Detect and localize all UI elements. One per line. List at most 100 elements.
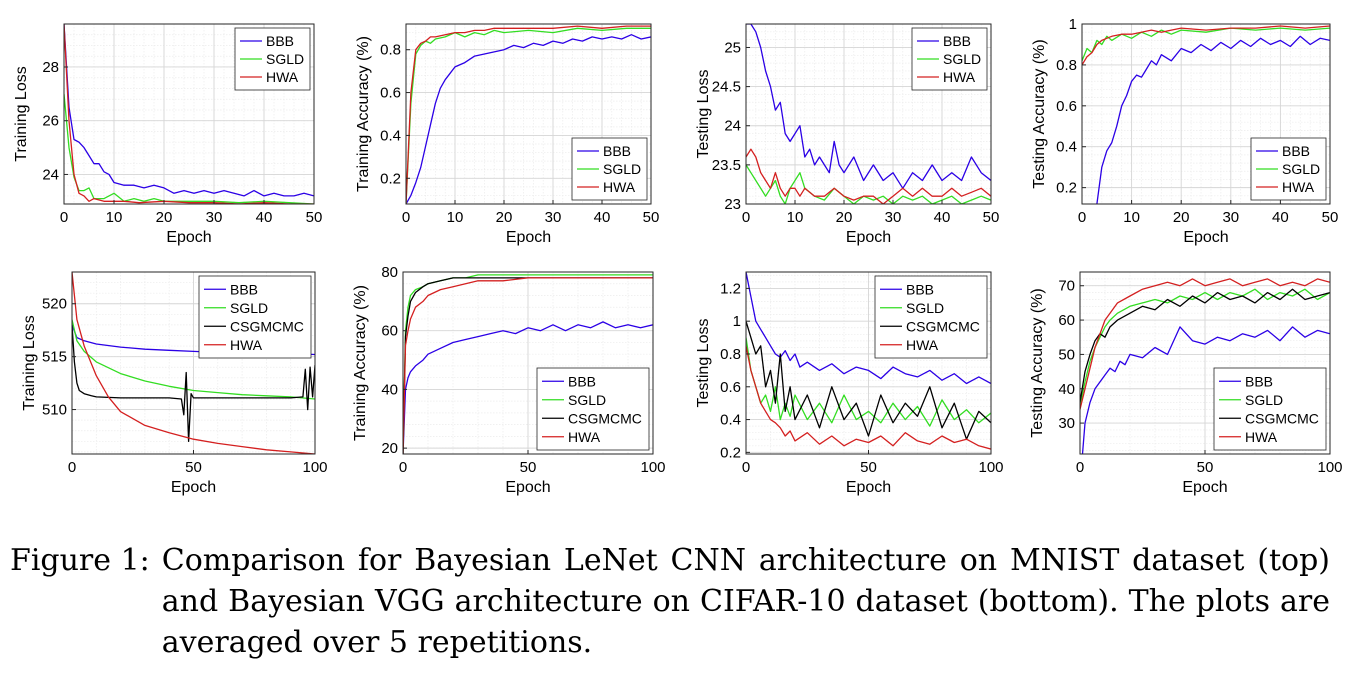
- y-tick-label: 28: [42, 59, 59, 76]
- x-tick-label: 50: [306, 209, 323, 226]
- series-line-bbb: [1096, 35, 1330, 204]
- y-tick-label: 23.5: [712, 157, 741, 174]
- series-line-sgld: [746, 337, 991, 427]
- series-line-bbb: [64, 24, 314, 197]
- chart-panel-3: 0 10 20 30 40 50 23 23.5 24 24.5 25 Epoch Testing Lo…: [695, 23, 1000, 246]
- x-axis-label: Epoch: [166, 229, 211, 246]
- y-tick-label: 60: [1058, 312, 1075, 329]
- chart-panel-5: 0 50 100 510 515 520 Epoch Training Loss BBB SGLD…: [21, 271, 328, 496]
- figure: 0 10 20 30 40 50 24 26 28 Epoch Training Loss BBB SG…: [13, 16, 1343, 496]
- x-tick-label: 0: [742, 209, 750, 226]
- x-tick-label: 40: [934, 209, 951, 226]
- y-tick-label: 26: [42, 113, 59, 130]
- y-tick-label: 80: [381, 264, 398, 281]
- axes-box: [63, 23, 315, 205]
- x-tick-label: 20: [156, 209, 173, 226]
- x-tick-label: 0: [402, 209, 410, 226]
- x-axis-label: Epoch: [506, 229, 551, 246]
- chart-panel-8: 0 50 100 30 40 50 60 70 Epoch Testing Accuracy (%…: [1029, 271, 1343, 496]
- caption-text: Comparison for Bayesian LeNet CNN archit…: [161, 543, 1330, 660]
- x-tick-label: 100: [978, 459, 1003, 476]
- y-tick-label: 23: [724, 196, 741, 213]
- x-tick-label: 100: [640, 459, 665, 476]
- x-tick-label: 10: [1123, 209, 1140, 226]
- y-tick-label: 50: [1058, 346, 1075, 363]
- x-tick-label: 0: [399, 459, 407, 476]
- y-tick-label: 0.2: [380, 170, 401, 187]
- y-axis-label: Testing Accuracy (%): [1031, 39, 1048, 188]
- legend-label-bbb: BBB: [906, 281, 934, 297]
- series-line-sgld: [64, 93, 314, 204]
- x-tick-label: 40: [594, 209, 611, 226]
- x-tick-label: 0: [1078, 209, 1086, 226]
- series-line-csgmcmc: [746, 321, 991, 440]
- x-tick-label: 50: [1197, 459, 1214, 476]
- series-group: [1082, 25, 1330, 204]
- legend-label-hwa: HWA: [906, 337, 939, 353]
- legend-label-sgld: SGLD: [266, 51, 304, 67]
- y-tick-label: 0.6: [1056, 98, 1077, 115]
- legend-label-hwa: HWA: [1282, 179, 1315, 195]
- legend-label-bbb: BBB: [568, 373, 596, 389]
- y-tick-label: 0.2: [720, 444, 741, 461]
- legend: BBB SGLD CSGMCMC HWA: [1213, 367, 1327, 451]
- y-tick-label: 520: [42, 296, 67, 313]
- legend-label-csgmcmc: CSGMCMC: [230, 318, 304, 334]
- legend-label-sgld: SGLD: [906, 300, 944, 316]
- legend-label-hwa: HWA: [568, 429, 601, 445]
- legend-label-sgld: SGLD: [568, 392, 606, 408]
- legend: BBB SGLD HWA: [911, 27, 988, 91]
- y-tick-label: 0.6: [720, 379, 741, 396]
- x-axis-label: Epoch: [1183, 229, 1228, 246]
- x-tick-label: 50: [185, 459, 202, 476]
- y-tick-label: 0.8: [380, 42, 401, 59]
- legend: BBB SGLD CSGMCMC HWA: [874, 275, 988, 359]
- y-tick-label: 25: [724, 39, 741, 56]
- y-tick-label: 0.4: [380, 127, 401, 144]
- series-line-sgld: [1080, 288, 1330, 407]
- series-line-hwa: [746, 148, 991, 204]
- y-axis-label: Testing Loss: [695, 70, 712, 159]
- series-group: [403, 274, 653, 454]
- x-tick-label: 50: [643, 209, 660, 226]
- chart-panel-1: 0 10 20 30 40 50 24 26 28 Epoch Training Loss BBB SG…: [13, 23, 323, 246]
- legend-label-hwa: HWA: [1245, 429, 1278, 445]
- x-tick-label: 20: [496, 209, 513, 226]
- x-tick-label: 50: [860, 459, 877, 476]
- y-tick-label: 1.2: [720, 280, 741, 297]
- axes-box: [745, 23, 992, 205]
- series-line-hwa: [406, 25, 651, 204]
- chart-panel-2: 0 10 20 30 40 50 0.2 0.4 0.6 0.8 Epoch Training Acc…: [355, 23, 660, 246]
- legend-label-sgld: SGLD: [1245, 392, 1283, 408]
- y-axis-label: Training Loss: [21, 315, 38, 410]
- chart-panel-4: 0 10 20 30 40 50 0.2 0.4 0.6 0.8 1 Epoch Testing Acc…: [1031, 16, 1338, 246]
- series-line-sgld: [1082, 27, 1330, 62]
- series-line-hwa: [1082, 25, 1330, 66]
- series-line-bbb: [406, 34, 651, 204]
- figure-caption: Figure 1: Comparison for Bayesian LeNet …: [10, 540, 1330, 663]
- legend-label-csgmcmc: CSGMCMC: [1245, 410, 1319, 426]
- caption-label: Figure 1:: [10, 543, 150, 578]
- legend-label-sgld: SGLD: [603, 161, 641, 177]
- x-tick-label: 100: [302, 459, 327, 476]
- legend-label-sgld: SGLD: [1282, 161, 1320, 177]
- chart-panel-7: 0 50 100 0.2 0.4 0.6 0.8 1 1.2 Epoch Testing Loss B…: [695, 271, 1004, 496]
- y-axis-label: Testing Loss: [695, 319, 712, 408]
- x-tick-label: 0: [60, 209, 68, 226]
- y-tick-label: 1: [733, 313, 741, 330]
- x-axis-label: Epoch: [846, 479, 891, 496]
- y-tick-label: 0.4: [1056, 139, 1077, 156]
- y-tick-label: 0.8: [720, 346, 741, 363]
- legend: BBB SGLD HWA: [234, 27, 311, 91]
- x-tick-label: 40: [256, 209, 273, 226]
- grid: [1081, 23, 1331, 205]
- y-axis-label: Training Loss: [13, 66, 30, 161]
- legend-label-bbb: BBB: [943, 33, 971, 49]
- x-tick-label: 50: [983, 209, 1000, 226]
- y-tick-label: 0.8: [1056, 57, 1077, 74]
- x-tick-label: 30: [206, 209, 223, 226]
- y-tick-label: 515: [42, 349, 67, 366]
- y-tick-label: 60: [381, 323, 398, 340]
- y-axis-label: Training Accuracy (%): [352, 285, 369, 441]
